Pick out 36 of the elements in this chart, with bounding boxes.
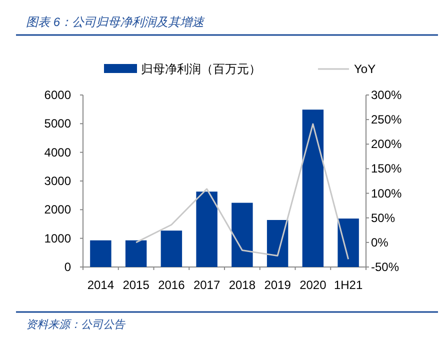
x-tick-label: 2015 [122,278,150,292]
text: 资料来源：公司公告 [26,318,126,331]
x-tick-label: 2014 [87,278,114,292]
y-tick-label: 0 [64,260,72,274]
x-tick-label: 2016 [158,278,186,292]
x-tick-label: 2017 [193,278,220,292]
legend-label: YoY [354,62,376,76]
y2-tick-label: 250% [371,112,402,127]
bar [232,202,253,267]
y-tick-label: 1000 [44,231,72,246]
bar [302,110,324,267]
y2-tick-label: 150% [371,162,402,176]
bar [266,220,288,267]
x-tick-label: 2018 [228,278,256,292]
y-tick-label: 2000 [44,202,72,217]
y2-tick-label: 200% [371,137,402,152]
bar [338,218,359,267]
x-tick-label: 2020 [300,278,327,292]
line-series [135,123,350,260]
y-tick-label: 6000 [44,88,72,102]
y2-tick-label: 0% [371,235,389,250]
chart-title: 图表 6：公司归母净利润及其增速 [26,15,206,29]
x-tick-label: 2019 [264,278,292,292]
legend-label: 归母净利润（百万元） [141,62,261,76]
bar [125,240,147,267]
y-tick-label: 4000 [44,145,72,160]
x-tick-label: 1H21 [334,278,363,292]
y2-tick-label: 100% [371,186,402,200]
y-tick-label: 3000 [44,174,72,188]
y2-tick-label: -50% [371,260,400,274]
bar [160,230,182,267]
y-tick-label: 5000 [44,116,72,131]
y2-tick-label: 50% [371,210,396,225]
bar [90,240,112,267]
bar [196,192,218,267]
y2-tick-label: 300% [371,88,402,102]
